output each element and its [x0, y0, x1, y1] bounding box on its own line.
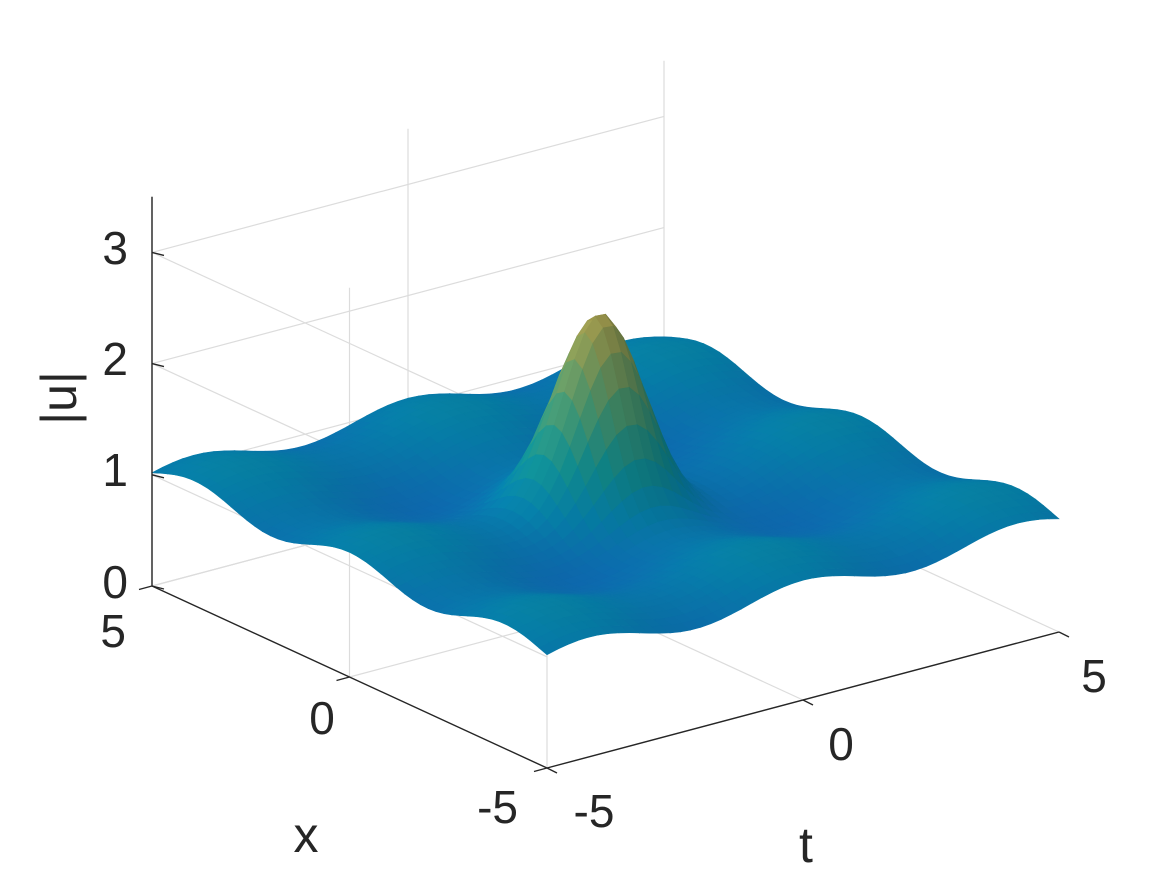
z-tick-label: 1: [102, 444, 128, 496]
z-tick: [151, 474, 165, 479]
surface-layer: [150, 313, 1060, 656]
t-tick: [546, 767, 558, 774]
x-axis-label: x: [294, 807, 319, 863]
x-tick-label: 0: [309, 692, 335, 744]
surface-patch: [1040, 511, 1060, 520]
t-tick-label: 0: [828, 718, 854, 770]
z-axis-label: |u|: [31, 371, 87, 425]
t-tick: [802, 699, 814, 706]
z-tick-label: 0: [102, 556, 128, 608]
x-tick-label: 5: [100, 605, 126, 657]
label-layer: 0 1 2 3 5 0 -5 -5 0 5 |u| x t: [31, 222, 1107, 873]
x-tick: [336, 676, 350, 682]
t-axis-label: t: [799, 817, 813, 873]
t-tick-label: 5: [1081, 650, 1107, 702]
x-tick-label: -5: [477, 781, 518, 833]
t-tick: [1058, 631, 1070, 638]
x-tick: [533, 767, 548, 773]
z-tick: [151, 362, 165, 368]
z-tick-label: 2: [102, 333, 128, 385]
axis-layer: [138, 196, 1070, 774]
x-tick: [138, 585, 153, 591]
t-tick-label: -5: [574, 785, 615, 837]
z-tick: [151, 585, 165, 590]
z-tick: [151, 251, 165, 257]
z-tick-label: 3: [102, 222, 128, 274]
